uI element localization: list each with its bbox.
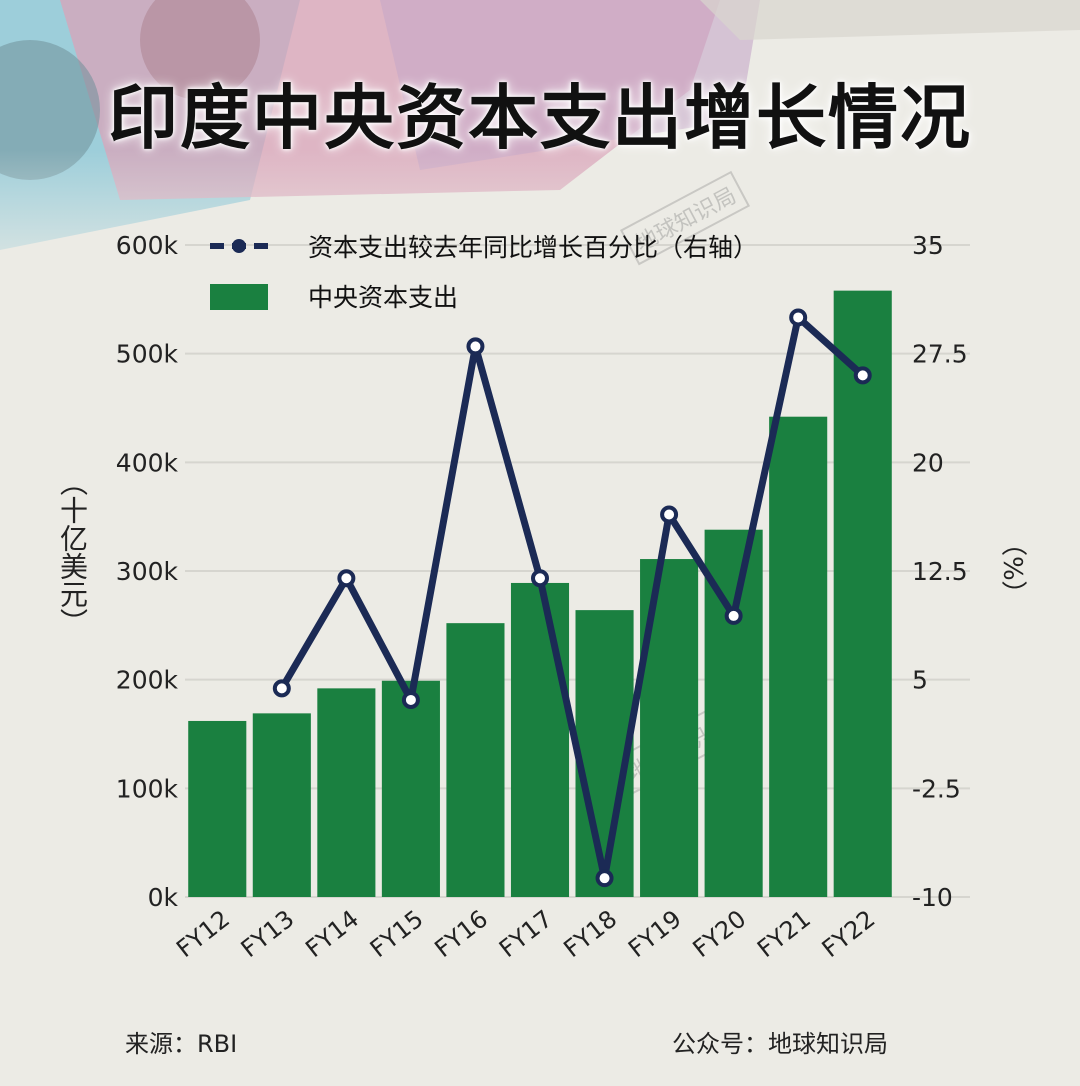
chart-title: 印度中央资本支出增长情况 bbox=[108, 77, 972, 159]
y-right-tick-label: 5 bbox=[912, 666, 928, 695]
x-tick-label: FY17 bbox=[494, 905, 558, 963]
bar bbox=[446, 623, 505, 897]
x-tick-label: FY15 bbox=[365, 905, 429, 963]
y-right-tick-label: -10 bbox=[912, 883, 953, 912]
legend-line-marker bbox=[232, 239, 246, 253]
growth-line bbox=[278, 313, 866, 882]
y-left-tick-label: 100k bbox=[116, 774, 179, 803]
bar bbox=[188, 720, 247, 897]
x-tick-label: FY18 bbox=[558, 905, 622, 963]
line-point bbox=[272, 679, 291, 698]
source-note: 来源：RBI bbox=[125, 1030, 238, 1058]
line-point bbox=[724, 606, 743, 625]
x-tick-label: FY20 bbox=[688, 905, 752, 963]
y-left-tick-label: 0k bbox=[148, 883, 179, 912]
x-tick-label: FY16 bbox=[429, 905, 493, 963]
legend-line-label: 资本支出较去年同比增长百分比（右轴） bbox=[308, 233, 758, 262]
line-point bbox=[337, 569, 356, 588]
line-point bbox=[660, 505, 679, 524]
y-left-tick-label: 400k bbox=[116, 448, 179, 477]
bar bbox=[833, 290, 892, 897]
y-left-tick-label: 600k bbox=[116, 231, 179, 260]
y-right-tick-label: -2.5 bbox=[912, 774, 961, 803]
y-left-tick-label: 500k bbox=[116, 340, 179, 369]
line-point bbox=[531, 569, 549, 588]
y-axis-left-title: （十亿美元） bbox=[56, 468, 89, 636]
x-tick-label: FY21 bbox=[752, 905, 816, 963]
x-tick-label: FY14 bbox=[300, 905, 364, 963]
line-point bbox=[789, 308, 808, 327]
account-note: 公众号：地球知识局 bbox=[672, 1030, 888, 1058]
legend-bar-label: 中央资本支出 bbox=[308, 283, 458, 312]
bar bbox=[769, 416, 828, 897]
bar bbox=[252, 713, 311, 897]
y-left-tick-label: 200k bbox=[116, 666, 179, 695]
line-point bbox=[401, 690, 420, 709]
y-right-tick-label: 27.5 bbox=[912, 340, 968, 369]
x-tick-label: FY13 bbox=[236, 905, 300, 963]
bar bbox=[381, 680, 440, 897]
line-point bbox=[595, 869, 614, 888]
bar bbox=[510, 582, 570, 897]
banknote-background bbox=[0, 0, 1080, 300]
y-right-tick-label: 20 bbox=[912, 448, 944, 477]
legend-bar-swatch bbox=[210, 284, 268, 310]
x-tick-label: FY22 bbox=[817, 905, 881, 963]
y-left-tick-label: 300k bbox=[116, 557, 179, 586]
line-point bbox=[466, 337, 485, 356]
line-point bbox=[853, 366, 872, 385]
y-right-tick-label: 12.5 bbox=[912, 557, 968, 586]
y-axis-right-title: （%） bbox=[997, 530, 1027, 607]
x-tick-label: FY12 bbox=[171, 905, 235, 963]
x-tick-label: FY19 bbox=[623, 905, 687, 963]
bar bbox=[317, 688, 376, 897]
y-right-tick-label: 35 bbox=[912, 231, 944, 260]
